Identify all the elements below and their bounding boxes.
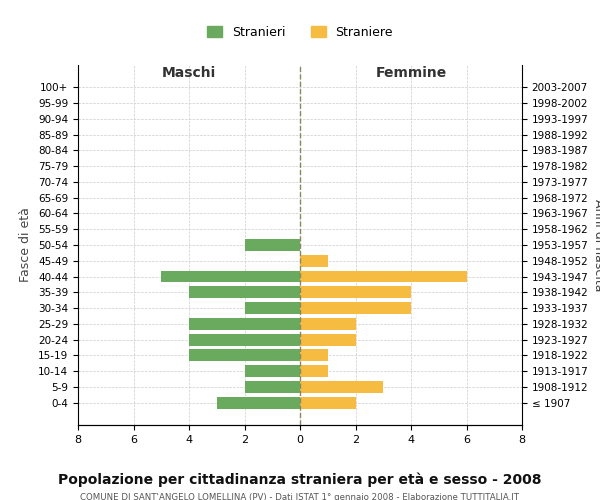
Bar (161, 270, 300, 282)
Bar (245, 239, 300, 251)
Bar (300, 381, 383, 393)
Legend: Stranieri, Straniere: Stranieri, Straniere (202, 21, 398, 44)
Bar (245, 381, 300, 393)
Bar (300, 318, 355, 330)
Bar (300, 270, 467, 282)
Bar (300, 366, 328, 377)
Text: Popolazione per cittadinanza straniera per età e sesso - 2008: Popolazione per cittadinanza straniera p… (58, 472, 542, 487)
Bar (189, 286, 300, 298)
Bar (300, 397, 355, 408)
Bar (245, 302, 300, 314)
Bar (300, 255, 328, 266)
Bar (300, 302, 411, 314)
Text: COMUNE DI SANT'ANGELO LOMELLINA (PV) - Dati ISTAT 1° gennaio 2008 - Elaborazione: COMUNE DI SANT'ANGELO LOMELLINA (PV) - D… (80, 492, 520, 500)
Text: Femmine: Femmine (376, 66, 446, 80)
Text: Maschi: Maschi (162, 66, 216, 80)
Bar (189, 318, 300, 330)
Y-axis label: Anni di nascita: Anni di nascita (592, 198, 600, 291)
Bar (300, 350, 328, 362)
Bar (189, 350, 300, 362)
Bar (245, 366, 300, 377)
Bar (300, 334, 355, 345)
Bar (300, 286, 411, 298)
Bar (217, 397, 300, 408)
Y-axis label: Fasce di età: Fasce di età (19, 208, 32, 282)
Bar (189, 334, 300, 345)
